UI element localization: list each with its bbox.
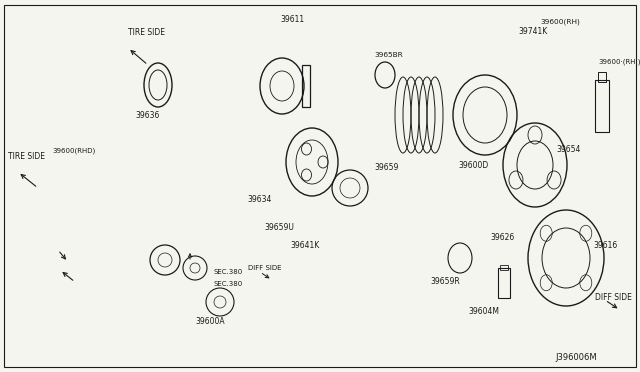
Text: 39600D: 39600D <box>458 160 488 170</box>
Text: 39659U: 39659U <box>264 224 294 232</box>
Text: 39641K: 39641K <box>290 241 319 250</box>
Text: TIRE SIDE: TIRE SIDE <box>128 28 165 37</box>
Text: 39659: 39659 <box>374 164 398 173</box>
Text: 39626: 39626 <box>490 232 515 241</box>
Text: 39741K: 39741K <box>518 28 547 36</box>
Text: 39600·(RH·): 39600·(RH·) <box>598 59 640 65</box>
Bar <box>598 72 606 82</box>
Text: 39600A: 39600A <box>195 317 225 327</box>
Text: 39634: 39634 <box>247 196 271 205</box>
Text: 39611: 39611 <box>280 16 304 25</box>
Bar <box>498 268 510 298</box>
Text: J396006M: J396006M <box>555 353 596 362</box>
Text: DIFF SIDE: DIFF SIDE <box>248 265 282 271</box>
Bar <box>500 265 508 270</box>
Text: 39600(RH): 39600(RH) <box>540 19 580 25</box>
Text: 39616: 39616 <box>593 241 617 250</box>
Text: 39659R: 39659R <box>430 278 460 286</box>
Text: SEC.380: SEC.380 <box>213 281 243 287</box>
Bar <box>595 80 609 132</box>
Text: DIFF SIDE: DIFF SIDE <box>595 294 632 302</box>
Bar <box>302 65 310 107</box>
Text: SEC.380: SEC.380 <box>213 269 243 275</box>
Text: 39636: 39636 <box>135 110 159 119</box>
Text: TIRE SIDE: TIRE SIDE <box>8 152 45 161</box>
Text: 39600(RHD): 39600(RHD) <box>52 148 95 154</box>
Text: 39604M: 39604M <box>468 308 499 317</box>
Text: 39654: 39654 <box>556 145 580 154</box>
Text: 3965BR: 3965BR <box>374 52 403 58</box>
